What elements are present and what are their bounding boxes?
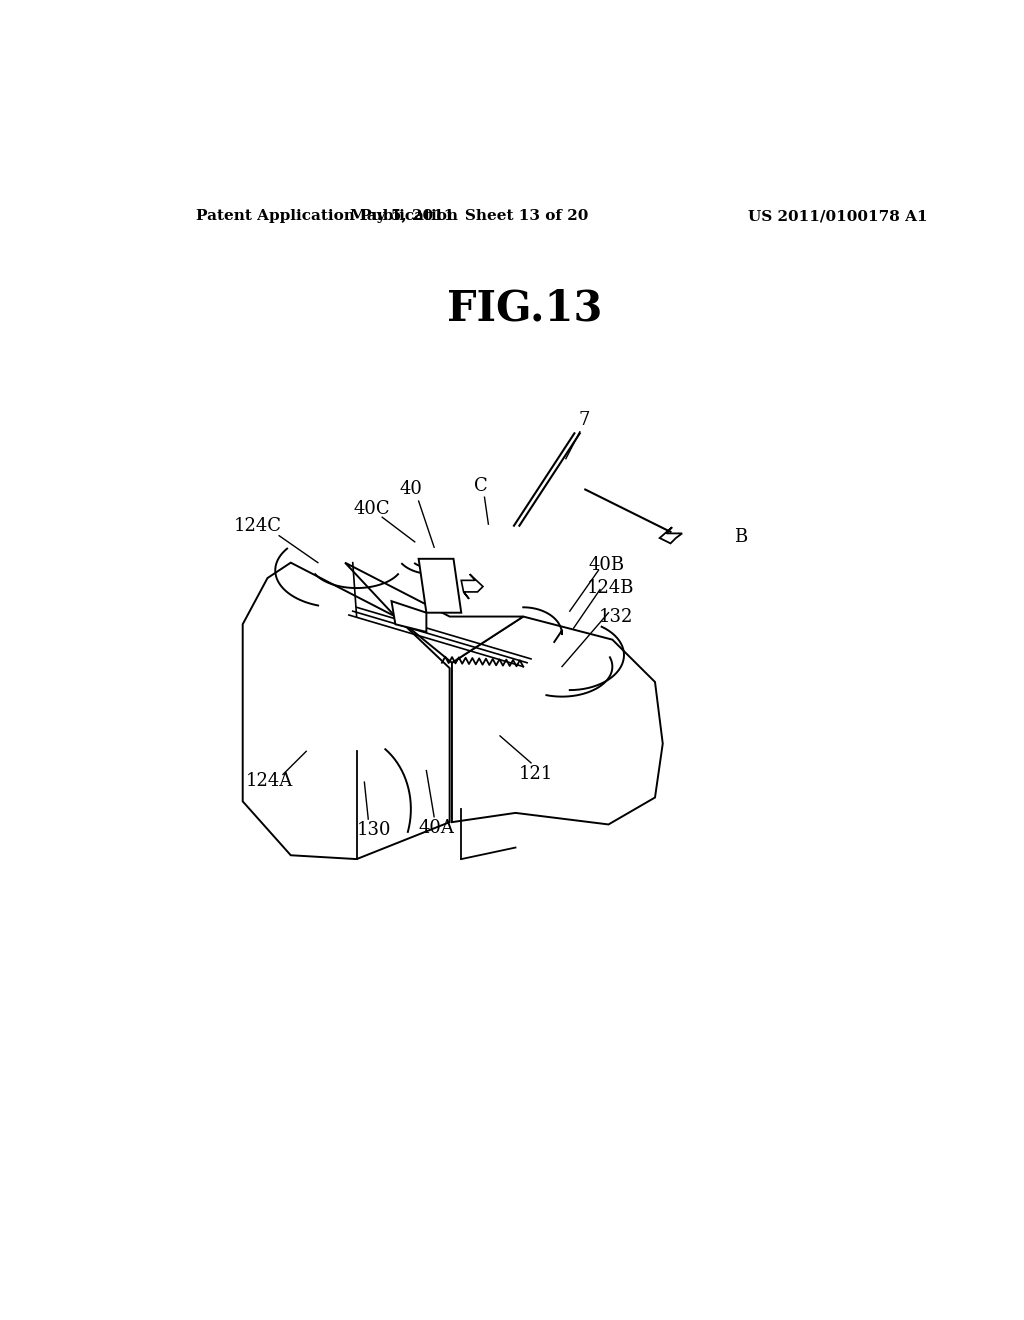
Text: C: C (474, 477, 487, 495)
Text: FIG.13: FIG.13 (447, 288, 602, 330)
Text: May 5, 2011  Sheet 13 of 20: May 5, 2011 Sheet 13 of 20 (350, 209, 588, 223)
Text: 132: 132 (599, 607, 634, 626)
Text: US 2011/0100178 A1: US 2011/0100178 A1 (748, 209, 928, 223)
Text: 40C: 40C (354, 500, 390, 517)
Polygon shape (243, 562, 450, 859)
Text: 40A: 40A (419, 820, 455, 837)
Polygon shape (452, 616, 663, 825)
Text: 121: 121 (519, 766, 554, 783)
Text: 40: 40 (399, 480, 422, 499)
Polygon shape (345, 562, 523, 663)
Text: 124C: 124C (234, 517, 283, 536)
Polygon shape (461, 574, 483, 599)
Text: Patent Application Publication: Patent Application Publication (197, 209, 458, 223)
Polygon shape (659, 527, 682, 544)
Polygon shape (419, 558, 461, 612)
Text: 40B: 40B (588, 556, 625, 574)
Text: 7: 7 (578, 412, 590, 429)
Polygon shape (391, 601, 426, 632)
Text: 124A: 124A (246, 772, 293, 789)
Text: B: B (733, 528, 746, 546)
Text: 130: 130 (356, 821, 391, 838)
Text: 124B: 124B (587, 579, 634, 597)
